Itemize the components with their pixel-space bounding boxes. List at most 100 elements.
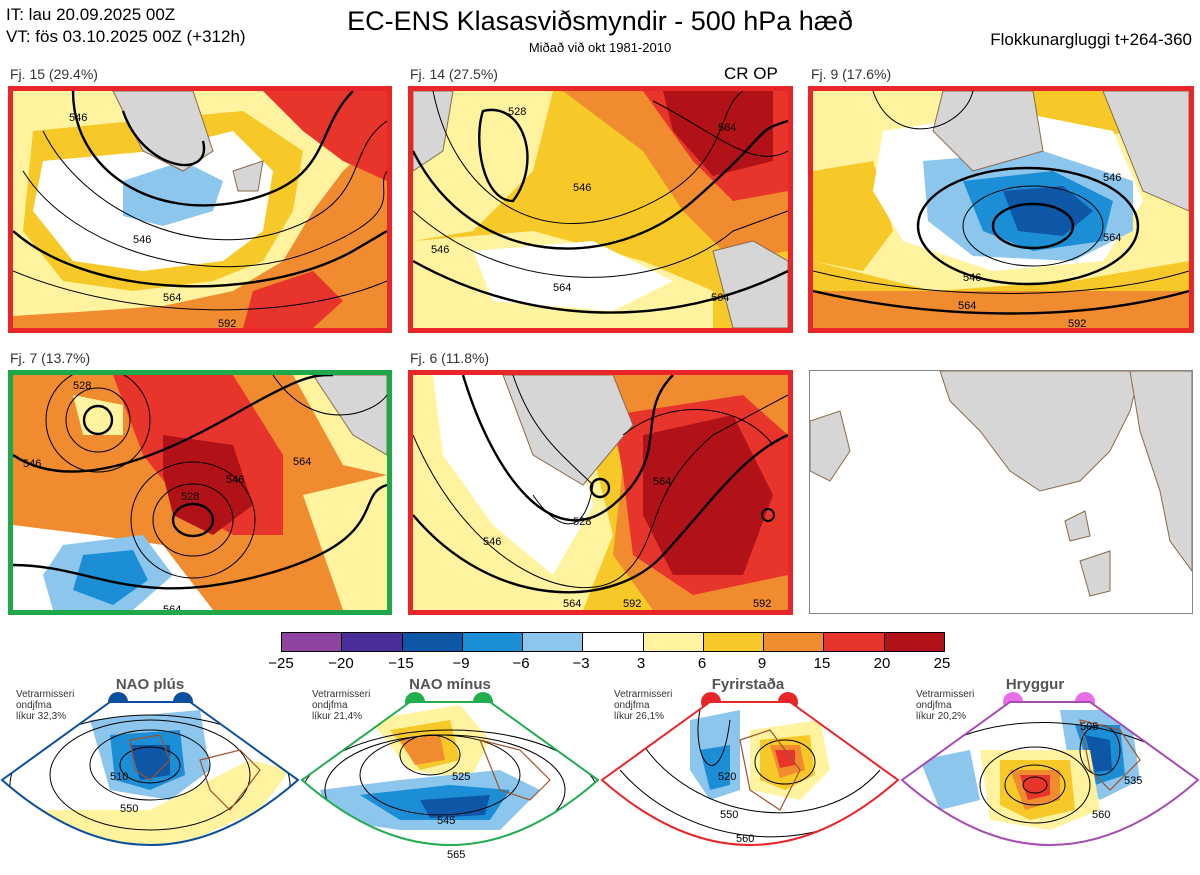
- colorbar-swatch: [583, 633, 644, 651]
- colorbar-tick: 25: [933, 655, 951, 672]
- cluster-label-14: Fj. 14 (27.5%): [410, 66, 498, 82]
- contour-label: 528: [73, 380, 91, 392]
- regime-info-line: ondjfma: [312, 700, 348, 711]
- regime-info-line: Vetrarmisseri: [312, 689, 371, 700]
- colorbar-tick: 15: [813, 655, 831, 672]
- colorbar: [281, 632, 945, 652]
- regime-info-blocking: Vetrarmisseri ondjfma líkur 26,1%: [614, 689, 672, 722]
- cluster-map-14[interactable]: 528 546 546 564 564 564: [408, 86, 793, 333]
- regime-info-line: ondjfma: [916, 700, 952, 711]
- regime-info-line: líkur 26,1%: [614, 711, 665, 722]
- contour-label: 546: [1103, 172, 1121, 184]
- page-title: EC-ENS Klasasviðsmyndir - 500 hPa hæð: [347, 6, 853, 36]
- colorbar-tick: −3: [572, 655, 590, 672]
- cluster-map-7[interactable]: 528 546 528 546 564 564: [8, 370, 392, 615]
- colorbar-swatch: [703, 633, 765, 651]
- colorbar-tick: −20: [328, 655, 354, 672]
- contour-label: 535: [1124, 775, 1142, 787]
- colorbar-swatch: [764, 633, 825, 651]
- contour-label: 565: [447, 849, 465, 861]
- contour-label: 564: [563, 598, 581, 610]
- contour-label: 528: [181, 491, 199, 503]
- contour-label: 546: [483, 536, 501, 548]
- contour-label: 546: [431, 244, 449, 256]
- contour-label: 564: [653, 476, 671, 488]
- regime-map-blocking[interactable]: 520 550 560: [600, 700, 900, 870]
- contour-label: 592: [1068, 318, 1086, 328]
- contour-label: 564: [711, 292, 729, 304]
- contour-label: 592: [623, 598, 641, 610]
- regime-info-line: ondjfma: [614, 700, 650, 711]
- colorbar-tick: 3: [636, 655, 646, 672]
- colorbar-swatch: [462, 633, 524, 651]
- cluster-map-6[interactable]: 528 546 564 564 592 592: [408, 370, 793, 615]
- colorbar-tick: −9: [452, 655, 470, 672]
- colorbar-swatch: [282, 633, 343, 651]
- regime-info-line: Vetrarmisseri: [16, 689, 75, 700]
- contour-label: 592: [218, 318, 236, 328]
- regime-info-line: ondjfma: [16, 700, 52, 711]
- regime-info-line: Vetrarmisseri: [614, 689, 673, 700]
- colorbar-tick: −25: [268, 655, 294, 672]
- regime-info-nao-plus: Vetrarmisseri ondjfma líkur 32,3%: [16, 689, 74, 722]
- cluster-label-7: Fj. 7 (13.7%): [10, 350, 91, 366]
- regime-map-ridge[interactable]: 505 535 560: [900, 700, 1200, 870]
- colorbar-tick: 9: [757, 655, 767, 672]
- regime-info-line: Vetrarmisseri: [916, 689, 975, 700]
- colorbar-swatch: [523, 633, 584, 651]
- contour-label: 564: [163, 292, 181, 304]
- colorbar-swatch: [402, 633, 463, 651]
- cluster-map-9[interactable]: 546 564 546 564 592: [808, 86, 1194, 333]
- regime-info-line: líkur 21,4%: [312, 711, 363, 722]
- contour-label: 564: [1103, 232, 1121, 244]
- cluster-window: Flokkunargluggi t+264-360: [990, 30, 1192, 49]
- contour-label: 560: [1092, 809, 1110, 821]
- colorbar-swatch: [824, 633, 885, 651]
- regime-info-nao-minus: Vetrarmisseri ondjfma líkur 21,4%: [312, 689, 370, 722]
- contour-label: 546: [573, 182, 591, 194]
- cluster-label-6: Fj. 6 (11.8%): [410, 350, 490, 366]
- regime-info-ridge: Vetrarmisseri ondjfma líkur 20,2%: [916, 689, 974, 722]
- contour-label: 546: [133, 234, 151, 246]
- contour-label: 564: [293, 456, 311, 468]
- contour-label: 546: [963, 272, 981, 284]
- colorbar-tick: −6: [512, 655, 530, 672]
- contour-label: 550: [720, 809, 738, 821]
- contour-label: 550: [120, 803, 138, 815]
- regime-info-line: líkur 32,3%: [16, 711, 67, 722]
- regime-title-nao-plus: NAO plús: [115, 676, 185, 693]
- contour-label: 510: [110, 771, 128, 783]
- colorbar-swatch: [342, 633, 403, 651]
- colorbar-tick: 20: [873, 655, 891, 672]
- run-info: IT: lau 20.09.2025 00Z VT: fös 03.10.202…: [6, 4, 246, 48]
- regime-map-nao-minus[interactable]: 525 545 565: [300, 700, 600, 870]
- contour-label: 528: [573, 516, 591, 528]
- contour-label: 546: [226, 474, 244, 486]
- colorbar-swatch: [884, 633, 944, 651]
- initial-time: IT: lau 20.09.2025 00Z: [6, 5, 176, 24]
- regime-title-blocking: Fyrirstaða: [711, 676, 785, 693]
- empty-map[interactable]: [809, 370, 1193, 614]
- contour-label: 525: [452, 771, 470, 783]
- contour-label: 528: [508, 106, 526, 118]
- contour-label: 564: [163, 604, 181, 610]
- page-subtitle: Miðað við okt 1981-2010: [528, 40, 672, 55]
- regime-info-line: líkur 20,2%: [916, 711, 967, 722]
- colorbar-tick: 6: [697, 655, 707, 672]
- cluster-map-15[interactable]: 546 546 564 592: [8, 86, 392, 333]
- control-op-tag: CR OP: [724, 64, 778, 83]
- contour-label: 564: [958, 300, 976, 312]
- contour-label: 505: [1080, 721, 1098, 733]
- regime-map-nao-plus[interactable]: 510 550: [0, 700, 300, 870]
- colorbar-tick: −15: [388, 655, 414, 672]
- cluster-label-15: Fj. 15 (29.4%): [10, 66, 98, 82]
- regime-title-ridge: Hryggur: [1005, 676, 1065, 693]
- contour-label: 560: [736, 833, 754, 845]
- contour-label: 520: [718, 771, 736, 783]
- contour-label: 592: [753, 598, 771, 610]
- contour-label: 564: [718, 122, 736, 134]
- contour-label: 545: [437, 815, 455, 827]
- cluster-label-9: Fj. 9 (17.6%): [811, 66, 892, 82]
- colorbar-swatch: [643, 633, 704, 651]
- contour-label: 546: [23, 458, 41, 470]
